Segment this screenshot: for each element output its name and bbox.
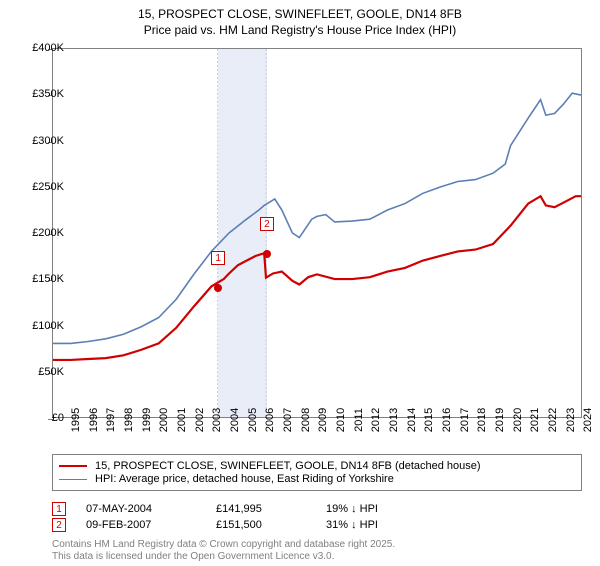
series-property — [53, 196, 581, 360]
sales-row-diff: 31% ↓ HPI — [326, 519, 426, 531]
legend-row: 15, PROSPECT CLOSE, SWINEFLEET, GOOLE, D… — [59, 460, 575, 472]
sales-row: 2 09-FEB-2007£151,50031% ↓ HPI — [52, 518, 426, 532]
sales-table: 1 07-MAY-2004£141,99519% ↓ HPI 2 09-FEB-200… — [52, 500, 426, 534]
title-line-1: 15, PROSPECT CLOSE, SWINEFLEET, GOOLE, D… — [0, 6, 600, 22]
plot-svg — [53, 49, 581, 417]
y-axis-label: £100K — [32, 320, 64, 332]
y-axis-label: £50K — [38, 366, 64, 378]
sales-row-marker: 2 — [52, 518, 66, 532]
plot-area: 12 — [52, 48, 582, 418]
y-axis-label: £350K — [32, 88, 64, 100]
footer-line-1: Contains HM Land Registry data © Crown c… — [52, 539, 395, 551]
legend-text: 15, PROSPECT CLOSE, SWINEFLEET, GOOLE, D… — [95, 460, 481, 472]
y-axis-label: £400K — [32, 42, 64, 54]
sales-row-date: 07-MAY-2004 — [86, 503, 216, 515]
title-line-2: Price paid vs. HM Land Registry's House … — [0, 22, 600, 38]
x-axis-label: 2024 — [564, 408, 594, 432]
series-hpi — [53, 93, 581, 343]
y-axis-label: £150K — [32, 273, 64, 285]
y-axis-label: £200K — [32, 227, 64, 239]
sales-row: 1 07-MAY-2004£141,99519% ↓ HPI — [52, 502, 426, 516]
sale-marker-box: 2 — [260, 217, 274, 231]
chart-title: 15, PROSPECT CLOSE, SWINEFLEET, GOOLE, D… — [0, 6, 600, 38]
sale-dot — [214, 284, 222, 292]
legend-swatch — [59, 479, 87, 480]
chart-container: 15, PROSPECT CLOSE, SWINEFLEET, GOOLE, D… — [0, 6, 600, 566]
sale-marker-box: 1 — [211, 251, 225, 265]
sales-row-price: £151,500 — [216, 519, 326, 531]
footer: Contains HM Land Registry data © Crown c… — [52, 539, 395, 563]
sales-row-marker: 1 — [52, 502, 66, 516]
sales-row-price: £141,995 — [216, 503, 326, 515]
sale-dot — [263, 250, 271, 258]
y-axis-label: £300K — [32, 135, 64, 147]
footer-line-2: This data is licensed under the Open Gov… — [52, 551, 395, 563]
legend-text: HPI: Average price, detached house, East… — [95, 473, 394, 485]
legend-swatch — [59, 465, 87, 467]
sales-row-diff: 19% ↓ HPI — [326, 503, 426, 515]
legend: 15, PROSPECT CLOSE, SWINEFLEET, GOOLE, D… — [52, 454, 582, 491]
legend-row: HPI: Average price, detached house, East… — [59, 473, 575, 485]
sales-row-date: 09-FEB-2007 — [86, 519, 216, 531]
y-axis-label: £250K — [32, 181, 64, 193]
